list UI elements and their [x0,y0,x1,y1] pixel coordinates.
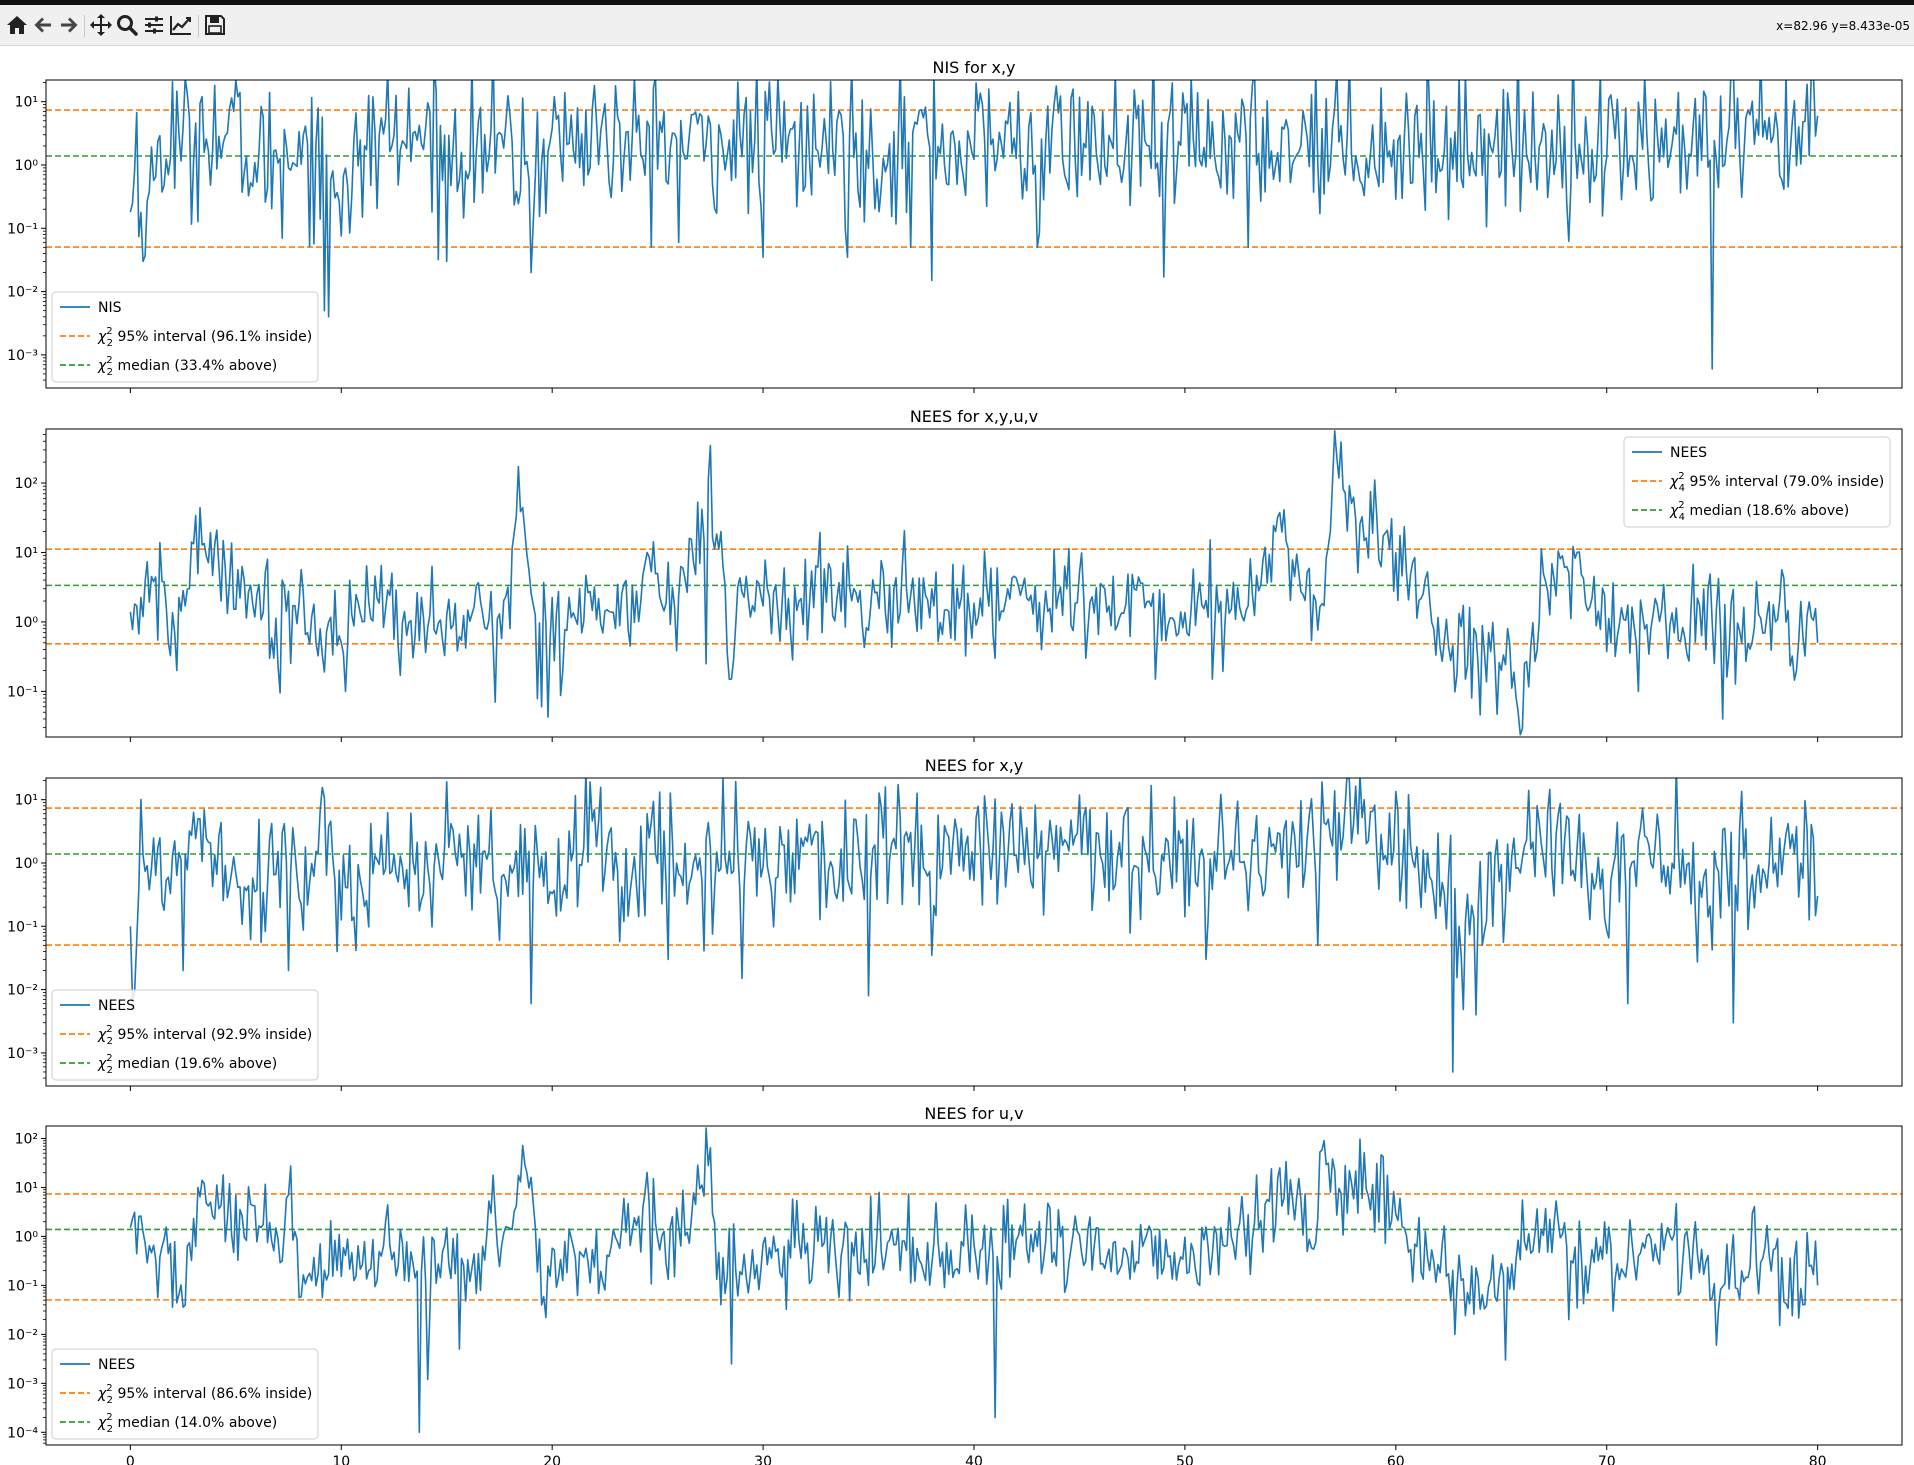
y-tick-label: 10⁰ [15,856,39,872]
y-tick-label: 10⁻³ [7,1046,38,1062]
figure-canvas[interactable]: NIS for x,y 10⁻³ 10⁻² 10⁻¹ 10⁰ 10¹ NIS χ2 2 95% … [0,46,1914,1465]
cursor-coordinates: x=82.96 y=8.433e-05 [1776,19,1910,33]
y-tick-label: 10⁻¹ [7,684,38,700]
y-tick-label: 10¹ [15,545,38,561]
edit-axis-icon [170,16,191,35]
window-top-border [0,0,1914,5]
legend-box [51,291,319,383]
zoom-icon [117,15,138,36]
toolbar-separator [84,15,85,37]
y-tick-label: 10² [15,1131,38,1147]
x-tick-label: 60 [1387,1454,1405,1465]
y-tick-label: 10¹ [15,95,38,111]
subplot-title: NIS for x,y [932,58,1015,77]
subplot-2[interactable]: NEES for x,y,u,v 10⁻¹ 10⁰ 10¹ 10² NEES χ2 4 95%… [7,407,1903,742]
series-line-nis [129,80,1819,370]
pan-button[interactable] [88,12,114,38]
y-tick-label: 10⁰ [15,615,39,631]
y-tick-label: 10⁻² [7,1327,38,1343]
series-line-nees [129,1127,1819,1434]
save-icon [205,15,225,35]
matplotlib-toolbar: x=82.96 y=8.433e-05 [0,5,1914,46]
x-tick-label: 80 [1809,1454,1827,1465]
legend-label: χ2 2 median (14.0% above) [97,1412,277,1435]
legend-label: NIS [98,300,122,316]
subplot-4[interactable]: NEES for u,v 10⁻⁴ 10⁻³ 10⁻² 10⁻¹ 10⁰ 10¹ 10² 0 10… [7,1104,1903,1465]
subplot-title: NEES for u,v [924,1104,1023,1123]
x-tick-label: 10 [332,1454,350,1465]
y-tick-label: 10⁰ [15,158,39,174]
legend: NEES χ2 4 95% interval (79.0% inside) χ2 4 m… [1623,436,1891,528]
x-tick-label: 0 [126,1454,135,1465]
legend-box [1623,436,1891,528]
save-button[interactable] [202,12,228,38]
x-tick-label: 20 [543,1454,561,1465]
y-tick-label: 10⁻⁴ [7,1425,38,1441]
pan-icon [90,14,112,36]
x-tick-label: 40 [965,1454,983,1465]
subplot-title: NEES for x,y [925,756,1024,775]
home-button[interactable] [4,12,30,38]
legend-label: NEES [1670,445,1707,461]
y-tick-label: 10⁻¹ [7,1278,38,1294]
axes-frame [45,1125,1903,1446]
edit-axis-button[interactable] [168,12,194,38]
legend-label: χ2 2 95% interval (92.9% inside) [97,1024,312,1047]
x-tick-label: 30 [754,1454,772,1465]
x-tick-label: 50 [1176,1454,1194,1465]
zoom-button[interactable] [114,12,140,38]
y-tick-label: 10⁻³ [7,348,38,364]
series-line-nees [129,430,1819,736]
y-tick-label: 10² [15,476,38,492]
subplot-title: NEES for x,y,u,v [910,407,1038,426]
axes-frame [45,79,1903,389]
legend-box [51,989,319,1081]
back-icon [34,17,51,33]
legend-label: χ2 2 median (33.4% above) [97,355,277,378]
forward-icon [61,17,78,33]
legend-label: χ2 4 95% interval (79.0% inside) [1669,471,1884,494]
y-tick-label: 10⁻¹ [7,919,38,935]
legend: NEES χ2 2 95% interval (92.9% inside) χ2 2 m… [51,989,319,1081]
legend-label: χ2 4 median (18.6% above) [1669,500,1849,523]
legend-label: χ2 2 95% interval (86.6% inside) [97,1383,312,1406]
toolbar-separator [198,15,199,37]
subplot-1[interactable]: NIS for x,y 10⁻³ 10⁻² 10⁻¹ 10⁰ 10¹ NIS χ2 2 95% … [7,46,1903,393]
legend: NEES χ2 2 95% interval (86.6% inside) χ2 2 m… [51,1348,319,1440]
y-tick-label: 10¹ [15,1180,38,1196]
legend-label: NEES [98,1357,135,1373]
y-tick-label: 10⁻² [7,285,38,301]
configure-subplots-button[interactable] [141,12,167,38]
legend-box [51,1348,319,1440]
home-icon [7,16,27,34]
legend: NIS χ2 2 95% interval (96.1% inside) χ2 2 me… [51,291,319,383]
back-button[interactable] [30,12,56,38]
series-line-nees [129,778,1819,1073]
configure-subplots-icon [145,16,163,34]
y-tick-label: 10⁰ [15,1229,39,1245]
y-tick-label: 10⁻¹ [7,221,38,237]
legend-label: χ2 2 median (19.6% above) [97,1053,277,1076]
x-tick-label: 70 [1598,1454,1616,1465]
subplot-3[interactable]: NEES for x,y 10⁻³ 10⁻² 10⁻¹ 10⁰ 10¹ NEES χ2 2 95… [7,756,1903,1091]
legend-label: NEES [98,998,135,1014]
legend-label: χ2 2 95% interval (96.1% inside) [97,326,312,349]
y-tick-label: 10¹ [15,793,38,809]
forward-button[interactable] [56,12,82,38]
y-tick-label: 10⁻² [7,983,38,999]
y-tick-label: 10⁻³ [7,1376,38,1392]
